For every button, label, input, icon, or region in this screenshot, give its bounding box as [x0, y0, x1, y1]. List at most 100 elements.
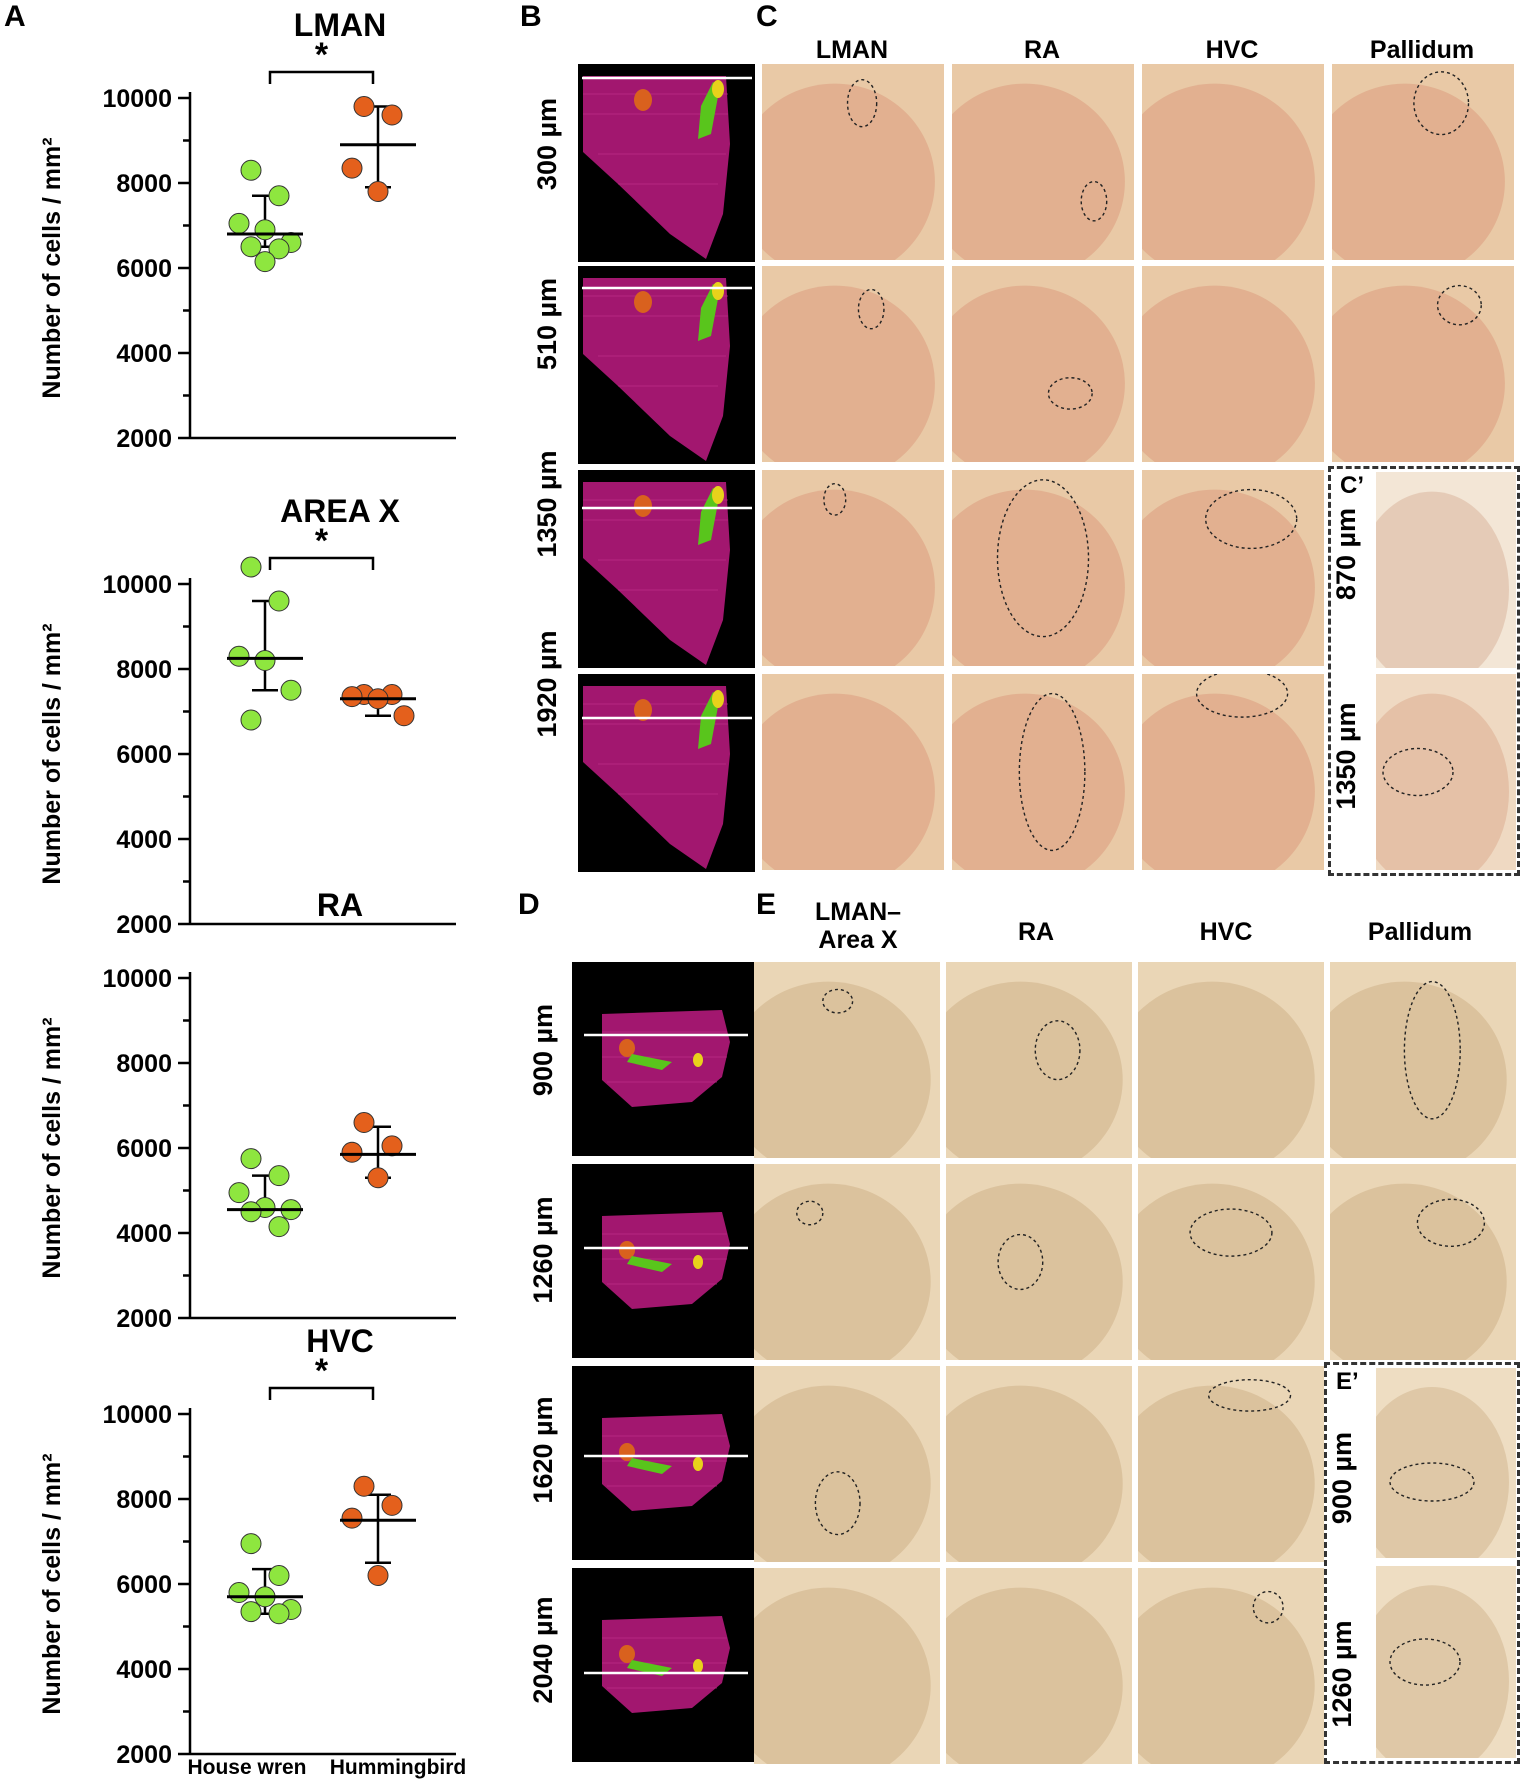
chart-0-g0-point: [240, 159, 262, 181]
panel-e-prime-row-label-1: 900 µm: [1327, 1431, 1357, 1525]
chart-1-g0-point: [228, 645, 250, 667]
panel-d-row-label-1: 900 µm: [528, 1003, 558, 1097]
chart-0-g0-point: [254, 251, 276, 273]
panel-d-row-label-4: 2040 µm: [528, 1596, 558, 1704]
chart-3-title: HVC: [306, 1323, 374, 1359]
panel-c-micrograph-r1-c2: [952, 64, 1134, 260]
panel-e-micrograph-r2-c3: [1138, 1164, 1324, 1360]
panel-d-reconstruction-3: [572, 1366, 754, 1560]
panel-c-prime-row-label-2: 1350 µm: [1331, 702, 1361, 810]
chart-3-tick-label: 6000: [116, 1571, 172, 1599]
chart-3-g0-point: [240, 1601, 262, 1623]
chart-1-g1-point: [341, 686, 363, 708]
chart-0-title: LMAN: [294, 7, 386, 43]
panel-c-prime-micrograph-2: [1376, 674, 1516, 870]
panel-c-micrograph-r2-c4: [1332, 266, 1514, 462]
panel-b-reconstruction-4: [578, 674, 755, 872]
chart-1-significance-bracket: [268, 556, 375, 570]
panel-c-micrograph-r3-c3: [1142, 470, 1324, 666]
chart-0-tick-label: 2000: [116, 425, 172, 453]
panel-c-prime-micrograph-1: [1376, 472, 1516, 668]
panel-e-column-pallidum: Pallidum: [1367, 918, 1473, 946]
chart-3-tick-label: 10000: [102, 1401, 172, 1429]
panel-label-b: B: [520, 0, 542, 33]
chart-3-tick-label: 8000: [116, 1486, 172, 1514]
chart-3-significance-bracket: [268, 1386, 375, 1400]
panel-d-reconstruction-4: [572, 1568, 754, 1762]
chart-2-tick-label: 4000: [116, 1220, 172, 1248]
panel-e-micrograph-r1-c3: [1138, 962, 1324, 1158]
chart-3-g1-point: [353, 1475, 375, 1497]
chart-3-g0-point: [240, 1533, 262, 1555]
panel-label-d: D: [518, 888, 540, 921]
panel-e-column-hvc: HVC: [1199, 918, 1253, 946]
panel-e-prime-micrograph-1: [1376, 1368, 1516, 1558]
chart-0-g1-point: [367, 181, 389, 202]
chart-3-g0-point: [268, 1565, 290, 1586]
chart-3-significance: *: [315, 1352, 329, 1390]
panel-c-micrograph-r1-c4: [1332, 64, 1514, 260]
chart-2-title: RA: [317, 887, 363, 923]
chart-0-tick-label: 6000: [116, 255, 172, 283]
chart-1-tick-label: 4000: [116, 826, 172, 854]
panel-e-micrograph-r2-c2: [946, 1164, 1132, 1360]
chart-0-g1-point: [341, 157, 363, 179]
panel-c-column-lman: LMAN: [815, 36, 889, 64]
chart-0-g0-point: [268, 185, 290, 207]
panel-c-micrograph-r1-c3: [1142, 64, 1324, 260]
panel-c-micrograph-r3-c2: [952, 470, 1134, 666]
panel-c-column-ra: RA: [1023, 36, 1061, 64]
chart-1-g0-point: [240, 556, 262, 578]
panel-label-e-prime: E’: [1336, 1368, 1359, 1396]
chart-2-g0-point: [268, 1216, 290, 1238]
chart-3-g0-point: [268, 1603, 290, 1625]
chart-3-ylabel: Number of cells / mm²: [38, 1453, 66, 1714]
chart-2-g0-point: [240, 1201, 262, 1223]
panel-c-micrograph-r2-c2: [952, 266, 1134, 462]
chart-1-tick-label: 8000: [116, 656, 172, 684]
panel-e-micrograph-r3-c2: [946, 1366, 1132, 1562]
chart-1-title: AREA X: [280, 493, 400, 529]
chart-2-tick-label: 2000: [116, 1305, 172, 1333]
panel-c-micrograph-r1-c1: [762, 64, 944, 260]
chart-3-tick-label: 2000: [116, 1741, 172, 1769]
panel-c-column-pallidum: Pallidum: [1369, 36, 1475, 64]
panel-b-reconstruction-2: [578, 266, 755, 464]
panel-d-row-label-2: 1260 µm: [528, 1196, 558, 1304]
chart-2-g1-point: [367, 1167, 389, 1189]
chart-3-g1-point: [367, 1565, 389, 1586]
panel-e-micrograph-r2-c1: [754, 1164, 940, 1360]
chart-2-tick-label: 10000: [102, 965, 172, 993]
chart-0-g1-point: [381, 104, 403, 126]
chart-0-g0-point: [254, 219, 276, 241]
panel-d-reconstruction-1: [572, 962, 754, 1156]
panel-label-a: A: [4, 0, 26, 33]
panel-label-c-prime: C’: [1340, 472, 1364, 500]
chart-0-g0-point: [240, 236, 262, 258]
chart-2-g0-point: [228, 1182, 250, 1204]
panel-b-row-label-3: 1350 µm: [532, 450, 562, 558]
panel-b-row-label-1: 300 µm: [532, 97, 562, 191]
panel-e-micrograph-r3-c3: [1138, 1366, 1324, 1562]
chart-1-tick-label: 2000: [116, 911, 172, 939]
chart-3-g1-point: [341, 1507, 363, 1529]
chart-0-g0-point: [228, 212, 250, 234]
chart-2-g1-point: [353, 1112, 375, 1133]
panel-c-micrograph-r2-c3: [1142, 266, 1324, 462]
chart-1-g0-point: [240, 709, 262, 731]
chart-1-tick-label: 10000: [102, 571, 172, 599]
chart-1-g0-point: [254, 650, 276, 671]
chart-1-g0-point: [280, 679, 302, 701]
panel-e-micrograph-r4-c2: [946, 1568, 1132, 1764]
panel-e-micrograph-r3-c1: [754, 1366, 940, 1562]
panel-e-micrograph-r1-c2: [946, 962, 1132, 1158]
chart-2-g0-point: [268, 1165, 290, 1187]
panel-e-column-lman-line2: Area X: [818, 926, 898, 954]
panel-label-c: C: [756, 0, 778, 33]
panel-e-micrograph-r4-c1: [754, 1568, 940, 1764]
chart-2-ylabel: Number of cells / mm²: [38, 1017, 66, 1278]
panel-e-column-ra: RA: [1017, 918, 1055, 946]
chart-0-tick-label: 8000: [116, 170, 172, 198]
panel-b-reconstruction-1: [578, 64, 755, 262]
chart-1-g0-point: [268, 590, 290, 612]
